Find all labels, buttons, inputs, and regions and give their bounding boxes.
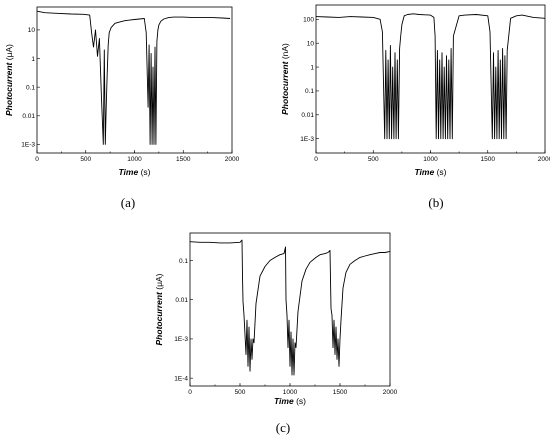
- x-axis-title: Time (s): [274, 396, 306, 406]
- x-tick-label: 1000: [127, 156, 142, 163]
- photocurrent-trace: [315, 13, 546, 140]
- x-tick-label: 1500: [481, 156, 496, 163]
- panel-label: (a): [121, 195, 135, 210]
- x-tick-label: 2000: [225, 156, 240, 163]
- x-tick-label: 1500: [333, 389, 348, 396]
- y-axis-title: Photocurrent (nA): [280, 43, 290, 115]
- y-tick-label: 1E-4: [174, 375, 188, 382]
- panel-label: (b): [428, 195, 443, 210]
- chart-panel-1: 0 500 1000 1500 2000 10 1 0.1 0.01 1E-3 Time (s) Ph…: [4, 6, 240, 210]
- y-tick-label: 10: [307, 40, 315, 47]
- y-tick-label: 1E-3: [174, 336, 188, 343]
- x-axis-title: Time (s): [119, 167, 151, 177]
- y-tick-label: 0.1: [305, 88, 314, 95]
- x-axis-title-text: Time: [415, 167, 435, 177]
- x-axis-title-text: Time: [274, 396, 294, 406]
- y-tick-label: 0.1: [26, 84, 35, 91]
- x-tick-label: 500: [235, 389, 246, 396]
- x-tick-label: 0: [35, 156, 39, 163]
- x-tick-label: 2000: [383, 389, 398, 396]
- plot-frame: [36, 6, 233, 154]
- x-tick-label: 2000: [538, 156, 550, 163]
- y-axis-title-text: Photocurrent: [154, 291, 164, 346]
- x-tick-label: 1000: [283, 389, 298, 396]
- y-axis-unit: (μA): [154, 273, 164, 292]
- x-tick-label: 1500: [176, 156, 191, 163]
- y-axis-title: Photocurrent (μA): [154, 273, 164, 345]
- photocurrent-trace: [189, 239, 391, 376]
- y-tick-label: 10: [28, 27, 36, 34]
- y-tick-label: 0.01: [301, 112, 314, 119]
- chart-panel-3: 0 500 1000 1500 2000 0.1 0.01 1E-3 1E-4 Time (s) P…: [154, 232, 398, 435]
- x-tick-label: 500: [80, 156, 91, 163]
- y-tick-label: 0.1: [179, 258, 188, 265]
- y-axis-title-text: Photocurrent: [4, 61, 14, 116]
- plot-frame: [315, 4, 546, 154]
- y-axis-title: Photocurrent (μA): [4, 44, 14, 116]
- photocurrent-trace: [36, 10, 231, 145]
- chart-panel-2: 0 500 1000 1500 2000 100 10 1 0.1 0.01 1E-3 Time (s…: [280, 4, 550, 210]
- y-axis-title-text: Photocurrent: [280, 60, 290, 115]
- y-axis-unit: (nA): [280, 43, 290, 62]
- x-axis-unit: (s): [294, 396, 306, 406]
- x-tick-label: 500: [368, 156, 379, 163]
- y-tick-label: 1E-3: [300, 136, 314, 143]
- y-axis-unit: (μA): [4, 44, 14, 63]
- x-axis-unit: (s): [138, 167, 150, 177]
- y-tick-label: 1E-3: [21, 142, 35, 149]
- y-tick-label: 1: [310, 64, 314, 71]
- y-tick-label: 0.01: [175, 297, 188, 304]
- y-tick-label: 0.01: [22, 113, 35, 120]
- x-tick-label: 1000: [423, 156, 438, 163]
- panel-label: (c): [276, 420, 290, 435]
- x-axis-title-text: Time: [119, 167, 139, 177]
- y-tick-label: 100: [303, 17, 314, 24]
- x-axis-title: Time (s): [415, 167, 447, 177]
- x-tick-label: 0: [188, 389, 192, 396]
- y-tick-label: 1: [31, 56, 35, 63]
- x-tick-label: 0: [314, 156, 318, 163]
- x-axis-unit: (s): [434, 167, 446, 177]
